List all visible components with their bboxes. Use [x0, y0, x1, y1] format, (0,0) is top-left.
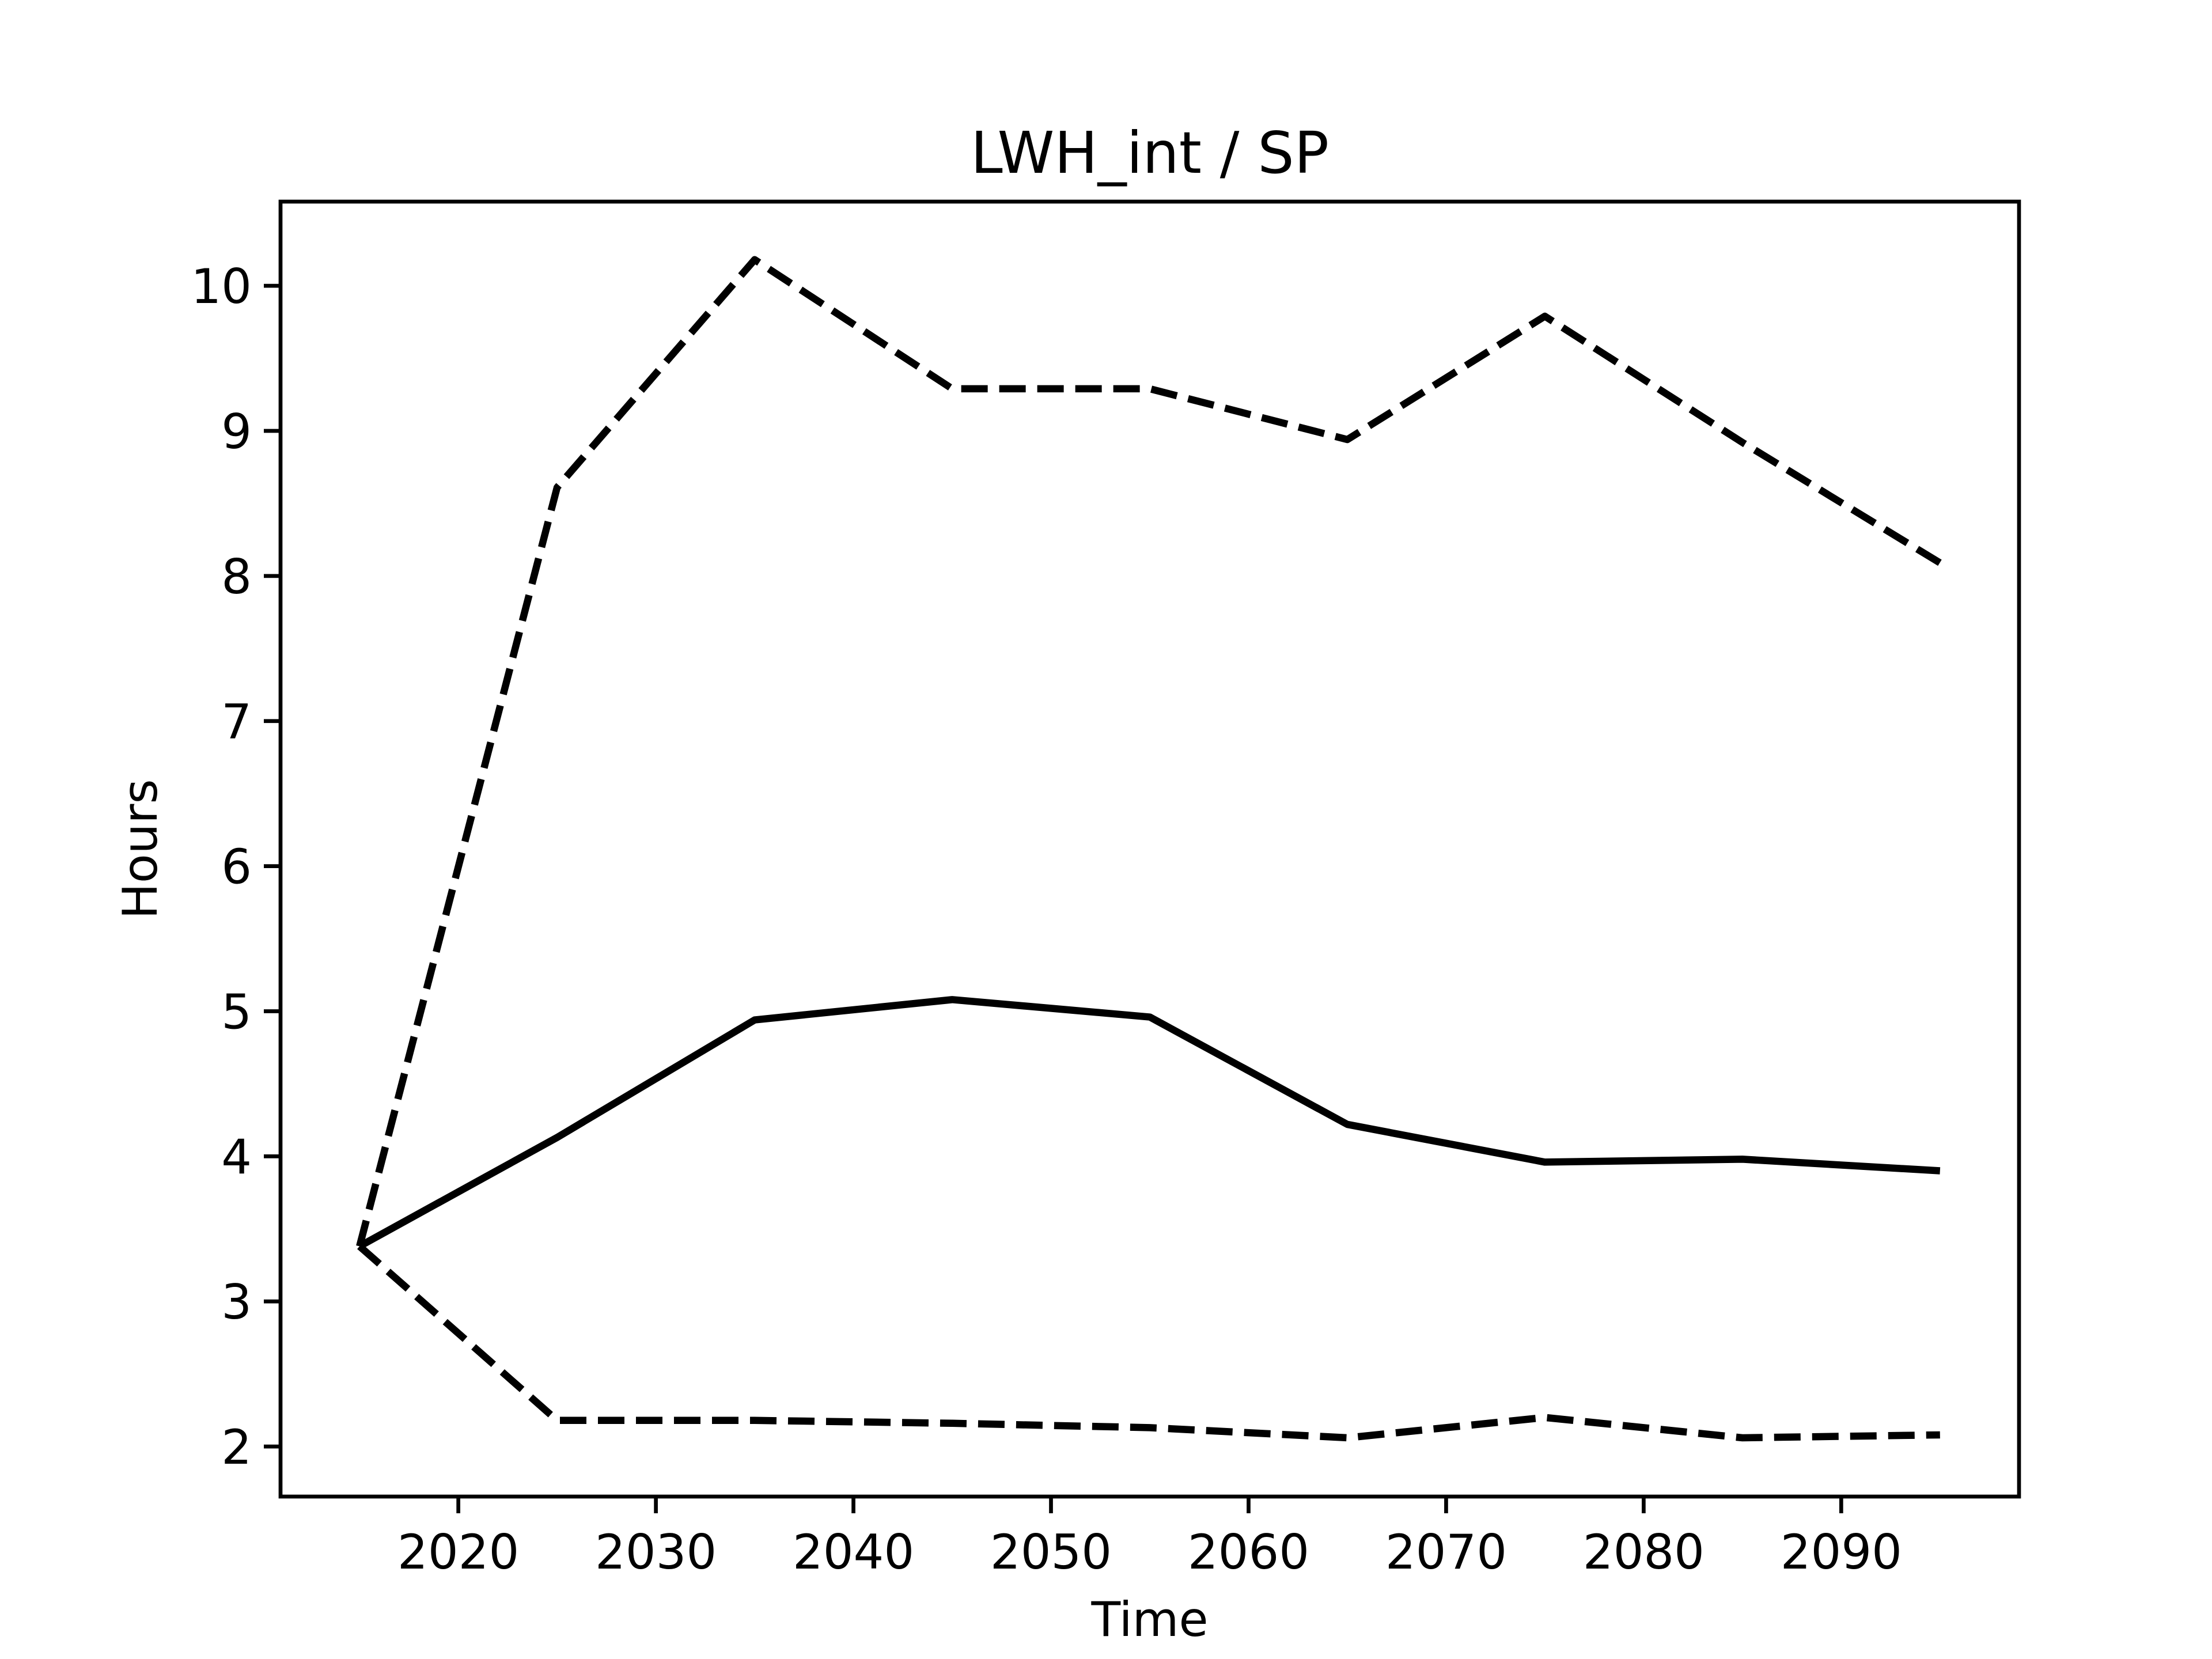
- line-series: [358, 996, 1941, 1249]
- x-tick-label: 2090: [1781, 1524, 1902, 1580]
- y-tick-label: 3: [221, 1274, 252, 1330]
- y-tick-label: 2: [221, 1419, 252, 1475]
- y-tick-label: 5: [221, 984, 252, 1040]
- x-tick-label: 2040: [793, 1524, 914, 1580]
- x-tick-label: 2030: [595, 1524, 717, 1580]
- y-tick-label: 4: [221, 1129, 252, 1185]
- line-series: [356, 256, 1942, 1248]
- line-series: [357, 1243, 1940, 1442]
- y-tick-label: 7: [221, 694, 252, 750]
- x-tick-label: 2020: [397, 1524, 519, 1580]
- y-tick-label: 8: [221, 549, 252, 605]
- axes-frame: [278, 199, 2021, 1499]
- chart-title: LWH_int / SP: [971, 119, 1329, 187]
- x-tick-label: 2050: [990, 1524, 1112, 1580]
- y-tick-label: 6: [221, 839, 252, 895]
- x-axis-label: Time: [1090, 1592, 1208, 1647]
- y-axis-label: Hours: [112, 779, 168, 919]
- x-tick-label: 2060: [1188, 1524, 1309, 1580]
- x-tick-label: 2070: [1385, 1524, 1507, 1580]
- x-tick-label: 2080: [1583, 1524, 1705, 1580]
- y-tick-label: 9: [221, 404, 252, 460]
- y-tick-label: 10: [191, 259, 252, 315]
